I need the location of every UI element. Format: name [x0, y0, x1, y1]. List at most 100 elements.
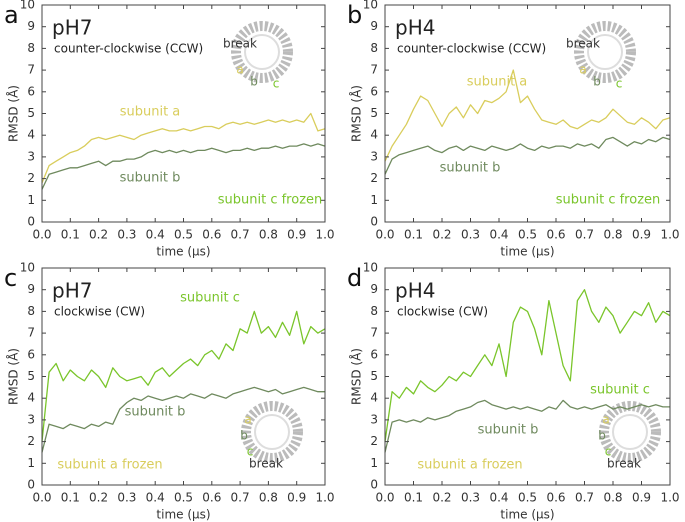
inset-label: c: [605, 445, 612, 459]
x-tick-label: 0.1: [404, 491, 423, 505]
x-axis-label: time (μs): [500, 245, 554, 259]
inset-ring: [599, 401, 661, 463]
y-tick-label: 4: [370, 391, 378, 405]
x-tick-label: 1.0: [315, 228, 334, 242]
inset-label: a: [236, 63, 243, 77]
panel-letter: d: [347, 264, 362, 292]
y-tick-label: 7: [370, 63, 378, 77]
y-tick-label: 4: [370, 128, 378, 142]
y-tick-label: 9: [27, 282, 35, 296]
annotation: subunit a: [120, 105, 181, 120]
y-tick-label: 0: [370, 215, 378, 229]
x-tick-label: 0.5: [518, 491, 537, 505]
x-axis-label: time (μs): [500, 508, 554, 522]
x-tick-label: 1.0: [660, 491, 679, 505]
x-tick-label: 0.3: [461, 228, 480, 242]
y-tick-label: 5: [370, 369, 378, 383]
y-tick-label: 1: [370, 193, 378, 207]
x-tick-label: 0.6: [202, 228, 221, 242]
y-tick-label: 4: [27, 128, 35, 142]
x-tick-label: 0.4: [489, 491, 508, 505]
inset-label: b: [598, 429, 606, 443]
panel-letter: a: [4, 1, 19, 29]
series-line: [384, 399, 670, 453]
x-tick-label: 0.7: [231, 491, 250, 505]
y-tick-label: 5: [27, 106, 35, 120]
series-line: [384, 136, 671, 175]
y-axis-label: RMSD (Å): [349, 85, 364, 142]
x-tick-label: 0.3: [117, 228, 136, 242]
inset-label: b: [240, 429, 248, 443]
series-line: [41, 386, 325, 453]
annotation: subunit b: [125, 405, 186, 420]
x-tick-label: 1.0: [315, 491, 334, 505]
annotation: subunit c frozen: [218, 193, 323, 208]
series-line: [41, 112, 326, 184]
inset-label: a: [244, 413, 251, 427]
panel-title: pH4: [395, 279, 435, 303]
x-tick-label: 0.1: [61, 491, 80, 505]
y-tick-label: 7: [27, 326, 35, 340]
y-tick-label: 2: [370, 171, 378, 185]
x-tick-label: 0.9: [632, 491, 651, 505]
x-tick-label: 0.0: [32, 228, 51, 242]
y-tick-label: 5: [370, 106, 378, 120]
annotation: subunit a: [467, 75, 528, 90]
inset-label: a: [602, 413, 609, 427]
x-tick-label: 0.2: [432, 491, 451, 505]
y-tick-label: 6: [27, 84, 35, 98]
series-line: [384, 289, 671, 442]
x-tick-label: 0.7: [231, 228, 250, 242]
y-tick-label: 1: [370, 456, 378, 470]
panel-subtitle: counter-clockwise (CCW): [397, 42, 546, 56]
y-tick-label: 8: [27, 41, 35, 55]
x-tick-label: 0.1: [404, 228, 423, 242]
x-tick-label: 0.8: [603, 228, 622, 242]
annotation: subunit c frozen: [556, 193, 661, 208]
x-tick-label: 0.3: [461, 491, 480, 505]
panel-subtitle: clockwise (CW): [397, 305, 488, 319]
y-tick-label: 10: [20, 0, 35, 12]
x-tick-label: 0.6: [202, 491, 221, 505]
y-tick-label: 1: [27, 456, 35, 470]
x-tick-label: 0.5: [174, 228, 193, 242]
x-tick-label: 0.0: [375, 228, 394, 242]
y-tick-label: 1: [27, 193, 35, 207]
x-tick-label: 0.1: [61, 228, 80, 242]
y-tick-label: 9: [370, 19, 378, 33]
inset-label: c: [616, 77, 623, 91]
y-tick-label: 6: [370, 84, 378, 98]
panel-subtitle: clockwise (CW): [54, 305, 145, 319]
annotation: subunit b: [478, 423, 539, 438]
y-tick-label: 0: [27, 478, 35, 492]
inset-ring-inner: [587, 34, 623, 70]
y-tick-label: 2: [27, 434, 35, 448]
panel-letter: b: [347, 1, 362, 29]
inset-label: break: [223, 37, 257, 51]
inset-label: break: [249, 457, 283, 471]
inset-ring-inner: [244, 34, 280, 70]
inset-ring: [241, 401, 303, 463]
annotation: subunit a frozen: [417, 458, 522, 473]
annotation: subunit a frozen: [57, 458, 162, 473]
x-tick-label: 0.9: [287, 491, 306, 505]
y-tick-label: 10: [363, 0, 378, 12]
y-tick-label: 8: [27, 304, 35, 318]
y-tick-label: 7: [370, 326, 378, 340]
y-tick-label: 3: [370, 412, 378, 426]
y-tick-label: 2: [27, 171, 35, 185]
x-tick-label: 0.9: [632, 228, 651, 242]
x-tick-label: 0.8: [603, 491, 622, 505]
inset-label: c: [273, 77, 280, 91]
x-tick-label: 0.2: [89, 491, 108, 505]
x-tick-label: 0.2: [432, 228, 451, 242]
x-tick-label: 0.4: [489, 228, 508, 242]
y-tick-label: 9: [27, 19, 35, 33]
y-tick-label: 9: [370, 282, 378, 296]
y-tick-label: 4: [27, 391, 35, 405]
x-tick-label: 0.4: [146, 491, 165, 505]
x-tick-label: 0.0: [32, 491, 51, 505]
x-axis-label: time (μs): [156, 245, 210, 259]
x-tick-label: 0.9: [287, 228, 306, 242]
